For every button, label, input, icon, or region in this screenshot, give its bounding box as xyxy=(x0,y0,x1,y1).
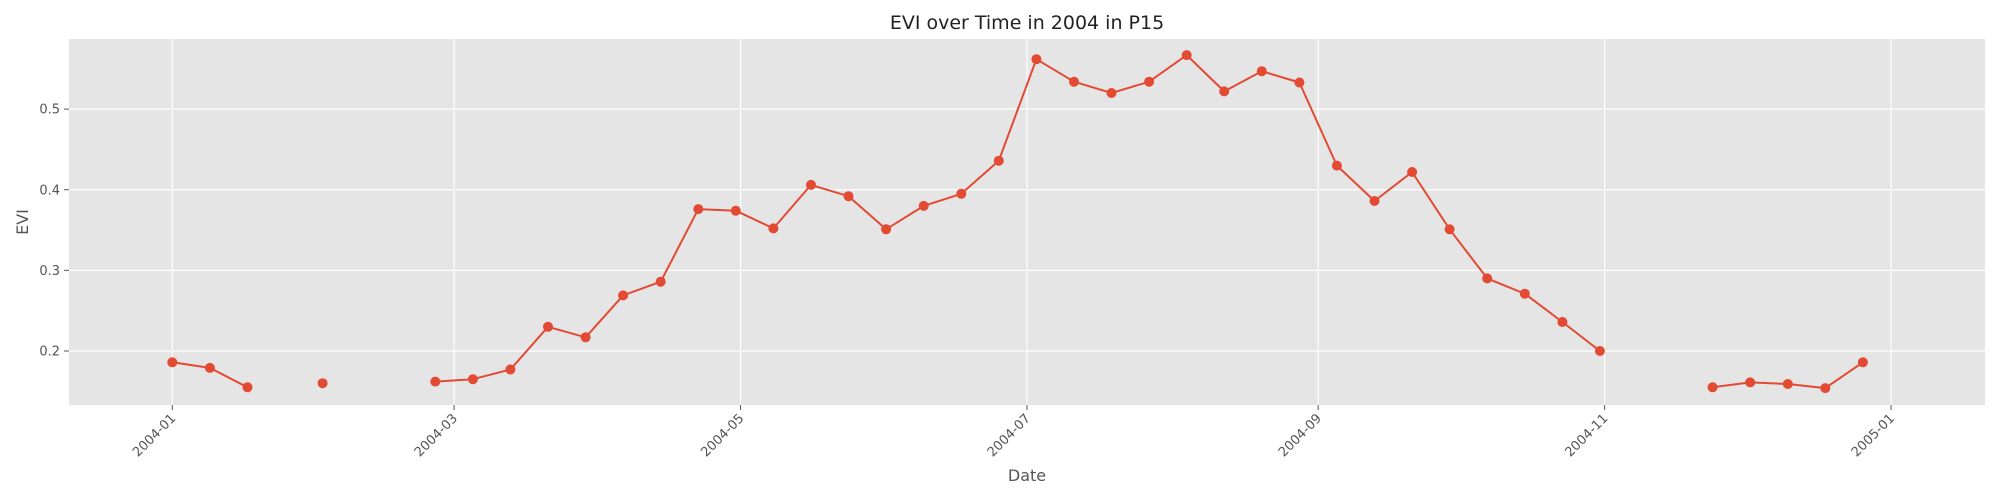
data-point xyxy=(918,200,929,211)
data-point xyxy=(655,276,666,287)
series-line-segment xyxy=(435,54,1601,383)
chart-title: EVI over Time in 2004 in P15 xyxy=(890,12,1164,34)
data-point xyxy=(1106,88,1117,98)
data-point xyxy=(1369,196,1380,206)
x-tick-label: 2004-01 xyxy=(130,411,179,460)
data-point xyxy=(1519,288,1530,299)
data-point xyxy=(204,362,215,373)
y-tick-label: 0.4 xyxy=(39,183,60,198)
x-tick-label: 2005-01 xyxy=(1849,411,1898,460)
data-point xyxy=(167,357,178,368)
data-point xyxy=(881,224,892,235)
data-point xyxy=(1144,76,1155,87)
data-point xyxy=(1707,382,1718,393)
y-axis-label: EVI xyxy=(13,209,32,235)
evi-series xyxy=(167,50,1868,394)
data-point xyxy=(1782,379,1793,389)
data-point xyxy=(242,382,253,393)
x-tick-labels: 2004-01 2004-03 2004-05 2004-07 2004-09 2004-… xyxy=(130,411,1898,460)
data-point xyxy=(505,364,516,375)
data-point xyxy=(993,155,1004,166)
data-point xyxy=(1256,66,1267,77)
x-axis-label: Date xyxy=(1008,466,1046,485)
data-point xyxy=(1820,383,1831,394)
data-point xyxy=(1857,357,1868,368)
data-point xyxy=(1181,50,1192,61)
data-point xyxy=(1331,160,1342,171)
x-gridlines xyxy=(171,39,1892,410)
data-point xyxy=(1594,346,1605,356)
data-point xyxy=(1219,86,1230,97)
x-tick-label: 2004-11 xyxy=(1562,411,1611,460)
data-point xyxy=(806,179,816,190)
x-tick-label: 2004-09 xyxy=(1276,411,1325,460)
data-point xyxy=(543,321,553,332)
x-tick-label: 2004-05 xyxy=(698,411,747,460)
y-tick-label: 0.3 xyxy=(39,264,60,279)
data-point xyxy=(1069,76,1079,87)
x-tick-label: 2004-07 xyxy=(985,411,1034,460)
data-point xyxy=(768,223,779,234)
x-tick-label: 2004-03 xyxy=(412,411,461,460)
data-point xyxy=(730,205,741,216)
data-point xyxy=(1294,77,1305,88)
data-point xyxy=(1444,224,1455,235)
data-point xyxy=(1407,167,1418,177)
data-point xyxy=(467,374,478,385)
data-point xyxy=(580,332,591,343)
data-point xyxy=(430,376,441,387)
data-point xyxy=(317,378,328,389)
data-point xyxy=(1557,317,1568,327)
data-point xyxy=(956,188,967,199)
data-point xyxy=(1482,273,1493,284)
data-point xyxy=(693,204,704,215)
data-point xyxy=(618,290,629,301)
data-point xyxy=(843,191,854,202)
data-point xyxy=(1745,377,1756,388)
data-point xyxy=(1031,54,1042,65)
y-tick-label: 0.5 xyxy=(39,103,60,118)
y-tick-labels: 0.2 0.3 0.4 0.5 xyxy=(39,103,60,360)
y-tick-label: 0.2 xyxy=(39,344,60,359)
